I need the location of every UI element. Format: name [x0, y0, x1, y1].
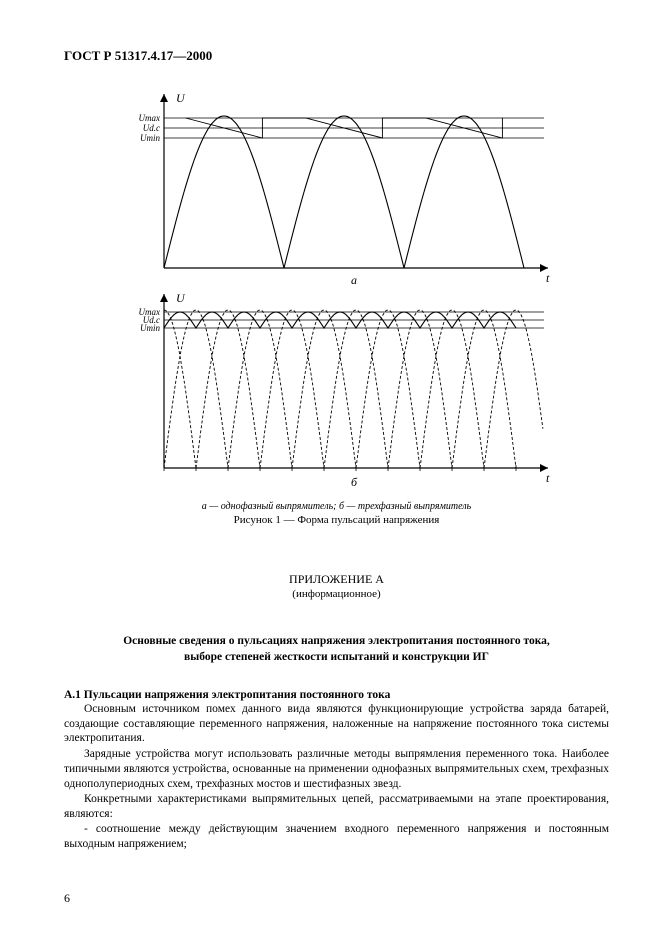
chart-a: Ut UmaxUd.cUmin а — [122, 90, 552, 285]
para-3: Конкретными характеристиками выпрямитель… — [64, 792, 609, 821]
annex-label: ПРИЛОЖЕНИЕ А — [64, 572, 609, 587]
bullet-1: - соотношение между действующим значение… — [64, 822, 609, 851]
svg-text:б: б — [350, 475, 357, 489]
svg-text:U: U — [176, 91, 186, 105]
annex-title-l2: выборе степеней жесткости испытаний и ко… — [184, 651, 489, 663]
para-1: Основным источником помех данного вида я… — [64, 702, 609, 746]
annex-title-l1: Основные сведения о пульсациях напряжени… — [123, 635, 550, 647]
svg-text:U: U — [176, 291, 186, 305]
annex-title: Основные сведения о пульсациях напряжени… — [64, 634, 609, 665]
figure-1: UtUmaxUd.cUminа UtUmaxUd.cUminб а — одно… — [122, 90, 552, 526]
figure-legend-text: а — однофазный выпрямитель; б — трехфазн… — [202, 501, 471, 512]
svg-text:t: t — [546, 471, 550, 485]
svg-text:а: а — [351, 273, 357, 285]
svg-text:Ud.c: Ud.c — [142, 123, 159, 133]
page-number: 6 — [64, 891, 70, 906]
chart-b: UtUmaxUd.cUminб — [122, 290, 552, 490]
svg-text:Umax: Umax — [138, 113, 160, 123]
figure-legend: а — однофазный выпрямитель; б — трехфазн… — [122, 501, 552, 512]
section-a1-head: А.1 Пульсации напряжения электропитания … — [64, 689, 609, 701]
annex-type: (информационное) — [64, 588, 609, 600]
svg-text:t: t — [546, 271, 550, 285]
doc-id: ГОСТ Р 51317.4.17—2000 — [64, 48, 609, 64]
para-2: Зарядные устройства могут использовать р… — [64, 747, 609, 791]
figure-caption: Рисунок 1 — Форма пульсаций напряжения — [122, 514, 552, 526]
svg-text:Umin: Umin — [140, 323, 160, 333]
svg-text:Umin: Umin — [140, 133, 160, 143]
